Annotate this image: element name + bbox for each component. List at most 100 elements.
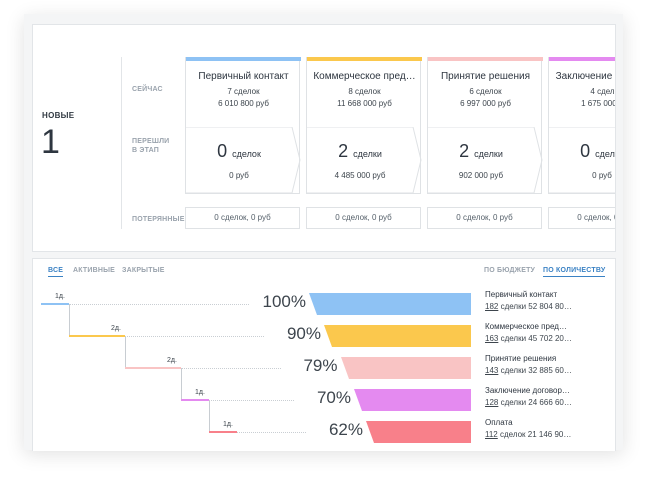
moved-word: сделки	[353, 149, 382, 159]
stage-current: Заключение договора 4 сделки 1 675 000 р…	[548, 57, 616, 128]
funnel-stage-name: Первичный контакт	[485, 290, 558, 299]
arrow-shape-icon	[428, 127, 543, 193]
stage-sum: 1 675 000 руб	[581, 99, 616, 108]
deals-count-link[interactable]: 143	[485, 366, 499, 375]
duration-label: 1д.	[195, 389, 205, 396]
moved-number: 2	[459, 141, 470, 161]
moved-word: сделок	[595, 149, 615, 159]
pipeline-panel: НОВЫЕ 1 СЕЙЧАС ПЕРЕШЛИ В ЭТАП ПОТЕРЯННЫЕ…	[32, 24, 616, 252]
conversion-percent: 90%	[286, 324, 321, 343]
row-label-now: СЕЙЧАС	[132, 86, 163, 93]
moved-number: 0	[217, 141, 228, 161]
lost-box[interactable]: 0 сделок, 0 руб	[185, 207, 300, 229]
conversion-percent: 62%	[328, 420, 363, 439]
moved-count: 2 сделки	[307, 141, 413, 162]
tab-closed[interactable]: ЗАКРЫТЫЕ	[122, 267, 165, 274]
stage-moved: 0 сделок 0 руб	[185, 127, 301, 194]
duration-segment	[125, 367, 181, 369]
dashboard-frame: НОВЫЕ 1 СЕЙЧАС ПЕРЕШЛИ В ЭТАП ПОТЕРЯННЫЕ…	[24, 14, 623, 451]
arrow-shape-icon	[186, 127, 301, 193]
moved-count: 0 сделок	[549, 141, 615, 162]
row-label-moved: ПЕРЕШЛИ В ЭТАП	[132, 137, 169, 155]
deals-count-link[interactable]: 163	[485, 334, 499, 343]
duration-label: 1д.	[223, 421, 233, 428]
moved-sum: 902 000 руб	[458, 171, 504, 180]
funnel-bar[interactable]	[324, 325, 471, 347]
stage-deals: 8 сделок	[348, 87, 381, 96]
funnel-bar[interactable]	[340, 357, 472, 379]
deals-summary: сделки 45 702 20…	[498, 334, 572, 343]
deals-count-link[interactable]: 182	[485, 302, 499, 311]
dotted-guide	[125, 336, 264, 337]
duration-label: 2д.	[111, 325, 121, 332]
lost-box[interactable]: 0 сделок, 0 руб	[548, 207, 615, 229]
moved-count: 0 сделок	[186, 141, 292, 162]
stage-moved: 0 сделок 0 руб	[548, 127, 615, 194]
moved-sum: 0 руб	[592, 171, 612, 180]
lost-box[interactable]: 0 сделок, 0 руб	[427, 207, 542, 229]
tab-all[interactable]: ВСЕ	[48, 267, 64, 277]
funnel-bar[interactable]	[366, 421, 471, 443]
conversion-percent: 100%	[262, 292, 306, 311]
funnel-panel: ВСЕ АКТИВНЫЕ ЗАКРЫТЫЕ ПО БЮДЖЕТУ ПО КОЛИ…	[32, 258, 616, 451]
moved-sum: 4 485 000 руб	[334, 171, 386, 180]
row-label-moved-line2: В ЭТАП	[132, 147, 160, 154]
stage-moved: 2 сделки 902 000 руб	[427, 127, 543, 194]
duration-label: 2д.	[167, 357, 177, 364]
stage-deals: 7 сделок	[227, 87, 260, 96]
stage-name: Коммерческое пред…	[313, 71, 416, 82]
new-label: НОВЫЕ	[42, 111, 75, 120]
funnel-stage-stats: 143 сделки 32 885 60…	[485, 366, 610, 375]
stage-sum: 6 010 800 руб	[218, 99, 269, 108]
deals-summary: сделки 52 804 80…	[498, 302, 572, 311]
stage-current: Первичный контакт 7 сделок 6 010 800 руб	[185, 57, 301, 128]
mode-count[interactable]: ПО КОЛИЧЕСТВУ	[543, 267, 606, 277]
arrow-shape-icon	[307, 127, 422, 193]
deals-count-link[interactable]: 112	[485, 430, 498, 439]
stage-sum: 11 668 000 руб	[337, 99, 392, 108]
stage-sum: 6 997 000 руб	[460, 99, 511, 108]
mode-budget[interactable]: ПО БЮДЖЕТУ	[484, 267, 536, 274]
stage-name: Первичный контакт	[198, 71, 289, 82]
funnel-stage-name: Оплата	[485, 418, 513, 427]
stage-connector	[209, 401, 210, 431]
moved-number: 0	[580, 141, 591, 161]
deals-summary: сделок 21 146 90…	[497, 430, 572, 439]
divider	[121, 57, 122, 229]
stage-connector	[69, 305, 70, 335]
stage-name: Принятие решения	[440, 71, 530, 82]
stage-connector	[125, 337, 126, 367]
stage-moved: 2 сделки 4 485 000 руб	[306, 127, 422, 194]
row-label-moved-line1: ПЕРЕШЛИ	[132, 138, 170, 145]
row-label-lost: ПОТЕРЯННЫЕ	[132, 216, 185, 223]
stage-name: Заключение договора	[555, 71, 615, 82]
deals-summary: сделки 24 666 60…	[498, 398, 572, 407]
funnel-bar[interactable]	[354, 389, 471, 411]
dotted-guide	[69, 304, 249, 305]
stage-color-bar	[549, 57, 615, 61]
moved-count: 2 сделки	[428, 141, 534, 162]
moved-number: 2	[338, 141, 349, 161]
stage-connector	[181, 369, 182, 399]
funnel-stage-stats: 112 сделок 21 146 90…	[485, 430, 610, 439]
deals-count-link[interactable]: 128	[485, 398, 499, 407]
duration-segment	[181, 399, 209, 401]
duration-segment	[69, 335, 125, 337]
funnel-stage-name: Заключение договор…	[485, 386, 570, 395]
stage-current: Коммерческое пред… 8 сделок 11 668 000 р…	[306, 57, 422, 128]
dotted-guide	[181, 368, 281, 369]
tab-active[interactable]: АКТИВНЫЕ	[73, 267, 116, 274]
stage-color-bar	[307, 57, 422, 61]
new-count: 1	[41, 123, 60, 161]
duration-segment	[209, 431, 237, 433]
moved-sum: 0 руб	[229, 171, 249, 180]
funnel-stage-stats: 128 сделки 24 666 60…	[485, 398, 610, 407]
funnel-stage-stats: 182 сделки 52 804 80…	[485, 302, 610, 311]
funnel-stage-name: Принятие решения	[485, 354, 557, 363]
moved-word: сделки	[474, 149, 503, 159]
dotted-guide	[237, 432, 306, 433]
moved-word: сделок	[232, 149, 261, 159]
lost-box[interactable]: 0 сделок, 0 руб	[306, 207, 421, 229]
funnel-bar[interactable]	[309, 293, 471, 315]
stage-color-bar	[186, 57, 301, 61]
